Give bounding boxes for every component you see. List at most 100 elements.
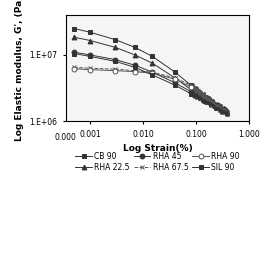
RHA 67.5: [72, 66, 76, 69]
RHA 45: [89, 53, 92, 56]
Point: [189, 92, 193, 96]
Point: [203, 98, 207, 102]
Point: [194, 87, 199, 91]
Point: [208, 101, 212, 105]
Point: [218, 105, 223, 110]
Point: [194, 96, 198, 100]
Point: [213, 104, 218, 108]
Point: [217, 106, 222, 110]
SIL 90: [151, 73, 154, 77]
Point: [218, 106, 222, 110]
Point: [214, 103, 219, 107]
Point: [218, 105, 223, 109]
Point: [206, 99, 210, 103]
Point: [192, 87, 196, 91]
Point: [190, 91, 194, 95]
Point: [223, 110, 228, 114]
RHA 22.5: [89, 39, 92, 42]
Point: [204, 94, 208, 98]
Point: [213, 102, 218, 106]
Point: [224, 112, 229, 116]
Point: [222, 107, 226, 111]
Point: [225, 110, 229, 114]
Point: [223, 109, 228, 114]
Point: [216, 102, 221, 106]
Point: [224, 110, 228, 115]
Point: [208, 98, 213, 103]
Point: [204, 95, 208, 100]
Point: [205, 101, 209, 105]
Point: [194, 94, 198, 98]
Point: [206, 98, 211, 102]
Point: [211, 101, 216, 105]
Line: RHA 45: RHA 45: [72, 50, 193, 94]
Point: [211, 99, 215, 103]
Point: [216, 104, 221, 108]
Point: [221, 107, 226, 111]
Point: [216, 104, 221, 109]
RHA 67.5: [189, 84, 192, 87]
RHA 67.5: [151, 70, 154, 74]
Point: [223, 109, 228, 114]
Point: [206, 102, 211, 106]
Point: [208, 98, 212, 102]
Point: [224, 113, 229, 117]
Point: [194, 87, 199, 91]
SIL 90: [114, 60, 117, 63]
Point: [216, 107, 221, 111]
Point: [198, 91, 202, 95]
Point: [191, 87, 196, 91]
SIL 90: [173, 84, 177, 87]
Point: [218, 105, 223, 109]
Point: [191, 94, 195, 98]
Point: [204, 101, 208, 105]
Point: [199, 89, 203, 94]
Point: [191, 91, 195, 95]
Point: [211, 100, 215, 104]
RHA 90: [173, 78, 177, 81]
Point: [196, 93, 201, 97]
Point: [202, 93, 206, 97]
Point: [207, 96, 211, 100]
Point: [205, 98, 209, 102]
Point: [200, 100, 205, 104]
Point: [216, 103, 221, 108]
Point: [202, 97, 207, 101]
Point: [219, 107, 223, 111]
Point: [202, 94, 206, 98]
Point: [192, 93, 196, 97]
Point: [213, 105, 218, 110]
Point: [202, 94, 207, 98]
Point: [225, 109, 229, 113]
Point: [200, 93, 205, 98]
Point: [200, 98, 204, 103]
RHA 67.5: [114, 68, 117, 71]
Point: [211, 103, 216, 107]
Point: [208, 99, 212, 103]
Point: [199, 95, 204, 100]
Point: [194, 86, 198, 90]
Point: [198, 89, 202, 93]
Point: [226, 109, 230, 114]
Legend: CB 90, RHA 22.5, RHA 45, RHA 67.5, RHA 90, SIL 90: CB 90, RHA 22.5, RHA 45, RHA 67.5, RHA 9…: [75, 152, 240, 172]
Line: CB 90: CB 90: [72, 26, 193, 88]
Point: [210, 100, 214, 104]
Point: [214, 104, 219, 109]
Point: [224, 109, 228, 113]
Point: [197, 92, 202, 97]
Point: [218, 106, 222, 110]
Point: [206, 98, 210, 102]
Point: [213, 104, 218, 108]
Point: [190, 88, 194, 93]
Point: [216, 106, 221, 110]
Point: [190, 87, 195, 92]
Point: [202, 98, 207, 102]
Point: [205, 95, 209, 99]
Point: [214, 102, 219, 107]
Point: [213, 103, 217, 108]
Point: [202, 100, 207, 104]
Point: [221, 109, 225, 113]
Point: [197, 94, 201, 98]
Point: [190, 84, 194, 88]
RHA 90: [72, 67, 76, 70]
